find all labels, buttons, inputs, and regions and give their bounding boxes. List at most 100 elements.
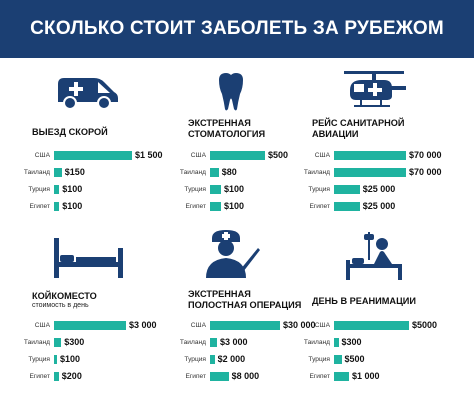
value-label: $300 xyxy=(341,337,362,347)
bar-row: Турция $25 000 xyxy=(284,184,434,195)
value-label: $100 xyxy=(224,201,245,211)
bar xyxy=(334,355,342,364)
helicopter-icon xyxy=(344,71,406,107)
panel-title: ДЕНЬ В РЕАНИМАЦИИ xyxy=(312,296,416,306)
value-label: $1 000 xyxy=(352,371,380,381)
bar xyxy=(210,338,217,347)
bar xyxy=(210,355,215,364)
value-label: $80 xyxy=(221,167,237,177)
panel-icu: ДЕНЬ В РЕАНИМАЦИИ США $5000 Таиланд $300 Тур… xyxy=(284,230,438,395)
category-label: США xyxy=(34,322,50,329)
bar-row: США $5000 xyxy=(284,320,438,331)
panel-title: ЭКСТРЕННАЯ ПОЛОСТНАЯ ОПЕРАЦИЯ xyxy=(188,289,302,310)
panel-dentistry: ЭКСТРЕННАЯ СТОМАТОЛОГИЯ США $500 Таиланд $8… xyxy=(160,62,310,227)
panel-air-ambulance: РЕЙС САНИТАРНОЙ АВИАЦИИ США $70 000 Таилан… xyxy=(284,62,442,227)
bar xyxy=(54,338,62,347)
category-label: США xyxy=(314,152,330,159)
bar xyxy=(210,372,229,381)
category-label: Турция xyxy=(28,186,50,193)
bar-row: Египет $100 xyxy=(4,201,154,212)
panel-title: ЭКСТРЕННАЯ СТОМАТОЛОГИЯ xyxy=(188,118,266,139)
bar-row: Турция $2 000 xyxy=(160,354,310,365)
panel-title: ВЫЕЗД СКОРОЙ xyxy=(32,127,108,137)
value-label: $2 000 xyxy=(217,354,246,364)
category-label: Египет xyxy=(29,203,50,210)
bar-row: США $1 500 xyxy=(4,150,163,161)
bar-row: Турция $100 xyxy=(4,354,154,365)
bar-row: Турция $100 xyxy=(4,184,154,195)
panel-ambulance: ВЫЕЗД СКОРОЙ США $1 500 Таиланд $150 Турция $… xyxy=(4,62,163,227)
bed-icon xyxy=(54,238,123,278)
bar xyxy=(334,321,409,330)
icu-patient-icon xyxy=(346,232,402,280)
panel-title: РЕЙС САНИТАРНОЙ АВИАЦИИ xyxy=(312,118,405,139)
value-label: $1 500 xyxy=(135,150,163,160)
value-label: $30 000 xyxy=(283,320,316,330)
bar xyxy=(334,372,349,381)
value-label: $5000 xyxy=(412,320,438,330)
value-label: $100 xyxy=(62,184,83,194)
bar-row: Египет $25 000 xyxy=(284,201,434,212)
bar xyxy=(54,321,126,330)
bar-row: США $500 xyxy=(160,150,310,161)
panel-surgery: ЭКСТРЕННАЯ ПОЛОСТНАЯ ОПЕРАЦИЯ США $30 000… xyxy=(160,230,316,395)
ambulance-icon xyxy=(58,78,118,110)
bar xyxy=(54,202,60,211)
bar-row: Таиланд $3 000 xyxy=(160,337,310,348)
bar xyxy=(334,338,339,347)
title-banner xyxy=(0,0,474,58)
category-label: Египет xyxy=(185,373,206,380)
bar-row: США $3 000 xyxy=(4,320,157,331)
bar xyxy=(54,185,60,194)
bar-row: Таиланд $150 xyxy=(4,167,154,178)
category-label: Таиланд xyxy=(303,169,330,176)
bar xyxy=(210,202,221,211)
category-label: Египет xyxy=(29,373,50,380)
value-label: $70 000 xyxy=(409,167,442,177)
panel-title: КОЙКОМЕСТО xyxy=(32,291,97,301)
bar xyxy=(210,321,280,330)
category-label: США xyxy=(314,322,330,329)
category-label: Таиланд xyxy=(23,169,50,176)
category-label: Таиланд xyxy=(179,169,206,176)
panel-subtitle: стоимость в день xyxy=(32,302,89,309)
value-label: $8 000 xyxy=(231,371,260,381)
value-label: $100 xyxy=(224,184,245,194)
category-label: США xyxy=(190,152,206,159)
bar xyxy=(54,151,132,160)
bar xyxy=(334,151,406,160)
category-label: Турция xyxy=(308,186,330,193)
bar xyxy=(334,185,360,194)
page-title: СКОЛЬКО СТОИТ ЗАБОЛЕТЬ ЗА РУБЕЖОМ xyxy=(30,18,444,39)
value-label: $200 xyxy=(61,371,82,381)
category-label: США xyxy=(34,152,50,159)
bar-row: США $70 000 xyxy=(284,150,442,161)
bar-row: Турция $100 xyxy=(160,184,310,195)
value-label: $25 000 xyxy=(362,184,396,194)
category-label: Турция xyxy=(184,356,206,363)
category-label: Турция xyxy=(28,356,50,363)
bar xyxy=(210,185,221,194)
bar-row: США $30 000 xyxy=(160,320,316,331)
value-label: $3 000 xyxy=(129,320,157,330)
bar xyxy=(54,168,62,177)
bar-row: Таиланд $70 000 xyxy=(284,167,442,178)
category-label: Египет xyxy=(309,373,330,380)
bar-row: Таиланд $300 xyxy=(4,337,154,348)
value-label: $150 xyxy=(64,167,85,177)
panel-bed: КОЙКОМЕСТО стоимость в день США $3 000 Таи… xyxy=(4,230,157,395)
bar-row: Турция $500 xyxy=(284,354,434,365)
bar-row: Египет $8 000 xyxy=(160,371,310,382)
bar xyxy=(54,355,57,364)
bar-row: Египет $100 xyxy=(160,201,310,212)
category-label: Египет xyxy=(185,203,206,210)
bar-row: Египет $1 000 xyxy=(284,371,434,382)
bar xyxy=(54,372,59,381)
value-label: $100 xyxy=(62,201,83,211)
category-label: Турция xyxy=(184,186,206,193)
value-label: $500 xyxy=(268,150,289,160)
surgeon-icon xyxy=(206,230,260,278)
bar xyxy=(210,151,265,160)
value-label: $300 xyxy=(64,337,85,347)
bar-row: Таиланд $80 xyxy=(160,167,310,178)
